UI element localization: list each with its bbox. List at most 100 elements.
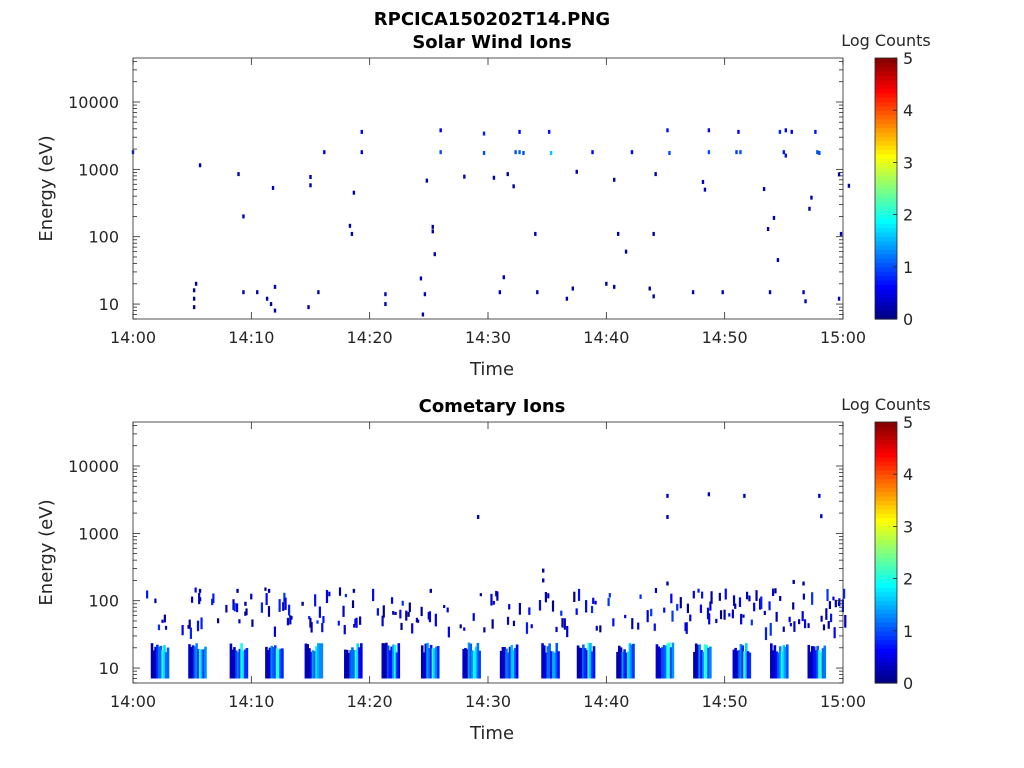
band-pulse [344, 643, 363, 679]
colorbar-segment [875, 84, 897, 90]
blip [245, 608, 248, 616]
blip [351, 600, 355, 608]
band-cell [164, 652, 168, 679]
blip [408, 602, 411, 613]
data-point [542, 578, 545, 583]
blip [278, 599, 281, 612]
blip [163, 614, 166, 623]
band-cell [771, 650, 775, 679]
x-tick-label: 14:40 [583, 328, 629, 347]
data-point [265, 296, 269, 301]
band-cell [616, 651, 619, 679]
blip [599, 625, 602, 633]
colorbar-segment [875, 175, 897, 181]
band-cell [628, 643, 632, 679]
data-point [591, 150, 594, 155]
band-cell [349, 650, 352, 679]
colorbar-segment [875, 97, 897, 103]
x-tick-label: 14:00 [110, 328, 156, 347]
data-point [814, 129, 817, 134]
chart-panel-1: 14:00 14:10 14:20 14:30 14:40 14:50 15:00 Time 1… [36, 31, 931, 380]
band-cell [732, 649, 736, 679]
data-point [654, 172, 657, 177]
blip [181, 625, 184, 636]
band-cell [395, 652, 399, 679]
band-cell [197, 648, 200, 679]
band-cell [166, 647, 170, 679]
blip [472, 613, 475, 621]
band-cell [550, 651, 553, 679]
x-axis-label: Time [469, 359, 514, 380]
colorbar-segment [875, 114, 897, 120]
band-pulse [229, 643, 249, 679]
blip [832, 596, 835, 601]
blip [608, 593, 611, 598]
blip [788, 616, 791, 623]
band-cell [152, 650, 156, 679]
band-cell [553, 652, 557, 679]
blip [844, 614, 847, 628]
band-pulse [616, 643, 635, 679]
band-cell [277, 649, 281, 679]
data-point [518, 150, 521, 155]
band-cell [626, 651, 630, 679]
data-point [571, 286, 575, 291]
colorbar-segment [875, 495, 897, 501]
blip [443, 605, 446, 609]
blip [190, 596, 194, 603]
data-point [648, 286, 651, 291]
blip [740, 613, 743, 625]
colorbar-segment [875, 548, 897, 554]
colorbar-segment [875, 118, 897, 124]
data-point [624, 249, 628, 254]
colorbar-segment [875, 305, 897, 311]
band-cell [356, 643, 360, 679]
colorbar-segment [875, 630, 897, 636]
colorbar-segment [875, 71, 897, 76]
blip [774, 588, 777, 594]
band-cell [625, 652, 628, 679]
band-cell [784, 646, 787, 679]
colorbar-segment [875, 279, 897, 285]
blip [338, 587, 342, 596]
band-cell [345, 649, 349, 679]
colorbar-segment [875, 192, 897, 198]
colorbar-segment [875, 587, 897, 593]
data-point [772, 215, 776, 220]
band-pulse [420, 642, 440, 679]
band-pulse [150, 643, 170, 679]
blip [353, 624, 356, 628]
y-tick-label: 10 [99, 659, 119, 678]
band-cell [429, 644, 433, 679]
y-axis-label: Energy (eV) [36, 135, 57, 241]
band-pulse [304, 643, 324, 679]
band-cell [157, 646, 161, 679]
data-point [802, 581, 805, 586]
band-cell [320, 643, 324, 679]
colorbar-segment [875, 166, 897, 172]
colorbar-segment [875, 474, 897, 480]
colorbar-tick-label: 3 [903, 517, 913, 536]
data-point [810, 195, 813, 200]
band-pulse [732, 643, 752, 679]
colorbar-segment [875, 443, 897, 449]
data-point [768, 290, 772, 295]
blip [811, 592, 814, 605]
blip [723, 609, 726, 620]
x-tick-label: 14:40 [583, 692, 629, 711]
blip [769, 622, 772, 636]
data-point [668, 150, 671, 155]
colorbar-segment [875, 140, 897, 146]
blip [415, 617, 419, 623]
colorbar-segment [875, 635, 897, 641]
blip [355, 617, 358, 628]
band-pulse [381, 642, 401, 679]
band-cell [770, 643, 773, 679]
blip [663, 607, 666, 613]
data-point [273, 284, 277, 289]
blip [189, 627, 192, 639]
band-cell [780, 651, 784, 679]
band-cell [191, 645, 195, 679]
blip [772, 588, 775, 597]
